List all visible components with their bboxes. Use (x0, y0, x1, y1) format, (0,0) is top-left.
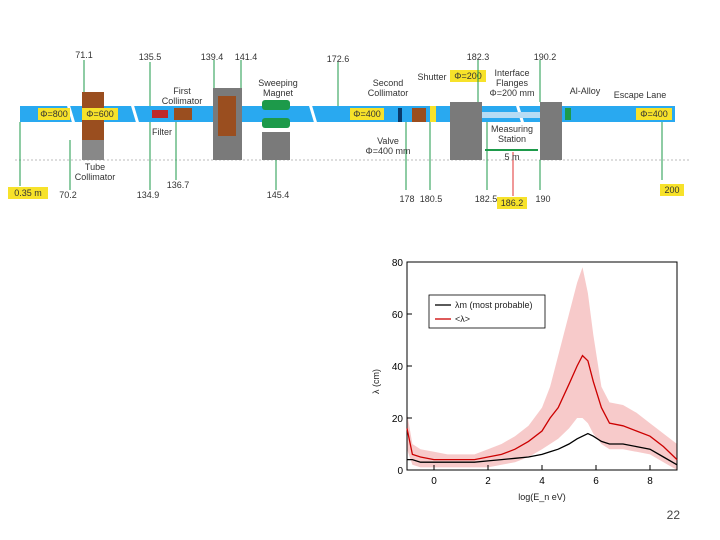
x-tick-label: 8 (647, 476, 653, 487)
x-tick-label: 2 (485, 476, 491, 487)
tube-collimator-label: Tube Collimator (75, 162, 116, 182)
pos-182-3: 182.3 (467, 52, 490, 62)
legend-box (428, 294, 546, 329)
pos-145-4: 145.4 (267, 190, 290, 200)
beamline-diagram: Φ=800 Φ=600 Φ=400 Φ=200 Φ=400 71.1 135.5… (8, 50, 690, 209)
first-collimator-label: First Collimator (162, 86, 203, 106)
station-pos-bg (497, 197, 527, 209)
x-axis-label: log(E_n eV) (518, 492, 566, 502)
station-length-label: 5 m (504, 152, 519, 162)
diameter-400: Φ=400 (353, 109, 380, 119)
measuring-station-label: Measuring Station (491, 124, 533, 144)
pos-71-1: 71.1 (75, 50, 93, 60)
start-label: 0.35 m (14, 188, 42, 198)
pipe-break (66, 103, 76, 125)
magnet-base (262, 132, 290, 160)
position-markers (19, 60, 663, 190)
collimator-insert (218, 96, 236, 136)
pos-141-4: 141.4 (235, 52, 258, 62)
second-collimator-label: Second Collimator (368, 78, 409, 98)
diameter-200: Φ=200 (454, 71, 481, 81)
pos-136-7: 136.7 (167, 180, 190, 190)
series-mean (406, 354, 678, 461)
al-alloy (565, 108, 571, 120)
end-label-bg (660, 184, 684, 196)
escape-lane-label: Escape Lane (614, 90, 667, 100)
shutter-label: Shutter (417, 72, 446, 82)
sweeping-magnet-label: Sweeping Magnet (258, 78, 298, 98)
pipe-break (130, 103, 140, 125)
interface-flanges-label: Interface Flanges Φ=200 mm (490, 68, 535, 98)
pos-190-2: 190.2 (534, 52, 557, 62)
pos-178: 178 (399, 194, 414, 204)
y-tick-label: 60 (392, 310, 404, 321)
measuring-pipe (482, 112, 540, 118)
sweeping-magnet-bottom (262, 118, 290, 128)
series-most-probable (407, 432, 678, 466)
x-tick-label: 4 (539, 476, 545, 487)
station-block-right (540, 102, 562, 160)
filter-label: Filter (152, 127, 172, 137)
start-label-bg (8, 187, 48, 199)
al-alloy-label: Al-Alloy (570, 86, 601, 96)
mean-uncertainty-band (407, 267, 677, 470)
sweeping-magnet-top (262, 100, 290, 110)
valve-label: Valve Φ=400 mm (366, 136, 411, 156)
legend-entry-most-probable: λm (most probable) (455, 300, 533, 310)
filter (152, 110, 168, 118)
pos-134-9: 134.9 (137, 190, 160, 200)
first-collimator (174, 108, 192, 120)
y-tick-label: 40 (392, 362, 404, 373)
station-pos-label: 186.2 (501, 198, 524, 208)
y-axis-label: λ (cm) (371, 369, 381, 394)
pos-70-2: 70.2 (59, 190, 77, 200)
page-number: 22 (666, 508, 680, 522)
x-tick-label: 0 (431, 476, 437, 487)
y-tick-label: 20 (392, 414, 404, 425)
beam-pipe (20, 106, 675, 122)
pos-190: 190 (535, 194, 550, 204)
diameter-labels: Φ=800 Φ=600 Φ=400 Φ=200 Φ=400 (38, 70, 672, 120)
diameter-400-end: Φ=400 (640, 109, 667, 119)
pos-135-5: 135.5 (139, 52, 162, 62)
y-tick-label: 0 (397, 466, 403, 477)
second-collimator (412, 108, 426, 122)
pos-182-5: 182.5 (475, 194, 498, 204)
diameter-800: Φ=800 (40, 109, 67, 119)
shutter (430, 106, 436, 122)
tube-collimator-base (82, 140, 104, 160)
pipe-break (308, 103, 318, 125)
pos-180-5: 180.5 (420, 194, 443, 204)
valve (398, 108, 402, 122)
station-block-left (450, 102, 482, 160)
pos-139-4: 139.4 (201, 52, 224, 62)
end-label: 200 (664, 185, 679, 195)
diameter-600: Φ=600 (86, 109, 113, 119)
pos-172-6: 172.6 (327, 54, 350, 64)
legend-entry-mean: <λ> (455, 314, 470, 324)
y-tick-label: 80 (392, 258, 404, 269)
x-tick-label: 6 (593, 476, 599, 487)
